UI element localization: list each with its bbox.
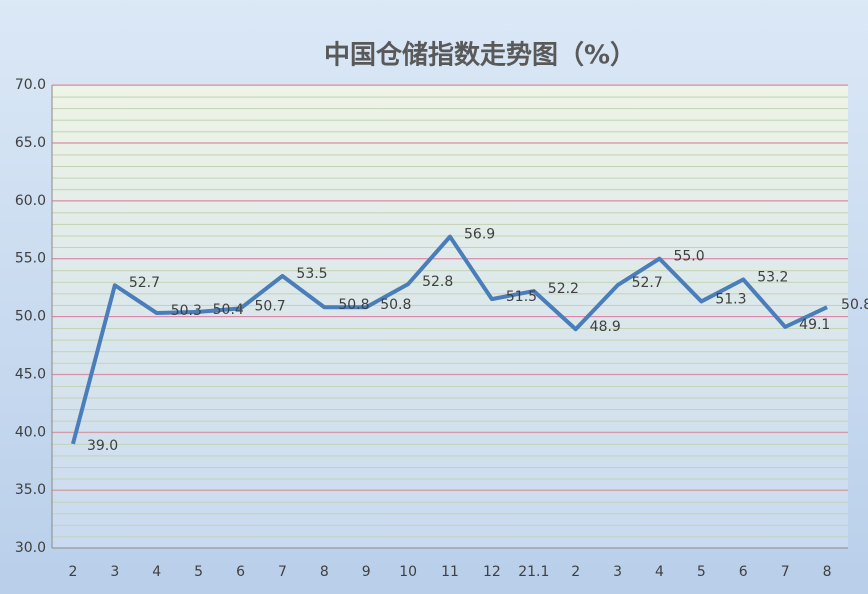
data-label: 52.8 xyxy=(422,274,453,290)
data-label: 56.9 xyxy=(464,227,495,243)
data-label: 50.4 xyxy=(213,302,244,318)
data-label: 52.7 xyxy=(632,275,663,291)
x-tick-label: 2 xyxy=(571,564,580,580)
chart-title: 中国仓储指数走势图（%） xyxy=(324,40,636,71)
data-label: 50.8 xyxy=(380,297,411,313)
x-tick-label: 12 xyxy=(483,564,501,580)
data-label: 55.0 xyxy=(673,249,704,265)
x-tick-label: 11 xyxy=(441,564,459,580)
x-tick-label: 6 xyxy=(739,564,748,580)
x-tick-label: 2 xyxy=(68,564,77,580)
data-label: 53.2 xyxy=(757,269,788,285)
x-tick-label: 6 xyxy=(236,564,245,580)
data-label: 51.5 xyxy=(506,289,537,305)
data-label: 48.9 xyxy=(590,319,621,335)
x-tick-label: 7 xyxy=(278,564,287,580)
data-line xyxy=(71,234,828,445)
y-tick-label: 50.0 xyxy=(15,309,46,325)
y-tick-label: 40.0 xyxy=(15,424,46,440)
data-label: 50.3 xyxy=(171,303,202,319)
data-label: 50.8 xyxy=(338,297,369,313)
x-tick-label: 5 xyxy=(194,564,203,580)
x-tick-label: 5 xyxy=(697,564,706,580)
x-tick-label: 4 xyxy=(655,564,664,580)
y-tick-label: 35.0 xyxy=(15,482,46,498)
data-label: 51.3 xyxy=(715,291,746,307)
y-tick-label: 60.0 xyxy=(15,193,46,209)
data-label: 53.5 xyxy=(296,266,327,282)
data-label: 52.7 xyxy=(129,275,160,291)
x-tick-label: 21.1 xyxy=(518,564,549,580)
data-label: 50.7 xyxy=(255,298,286,314)
data-label: 39.0 xyxy=(87,438,118,454)
x-tick-label: 3 xyxy=(110,564,119,580)
x-tick-label: 8 xyxy=(823,564,832,580)
x-tick-label: 9 xyxy=(362,564,371,580)
y-tick-label: 55.0 xyxy=(15,251,46,267)
x-tick-label: 7 xyxy=(781,564,790,580)
data-label: 49.1 xyxy=(799,317,830,333)
x-tick-label: 10 xyxy=(399,564,417,580)
y-tick-label: 70.0 xyxy=(15,77,46,93)
y-tick-label: 45.0 xyxy=(15,366,46,382)
data-label: 50.8 xyxy=(841,297,868,313)
x-tick-label: 4 xyxy=(152,564,161,580)
data-label: 52.2 xyxy=(548,281,579,297)
y-tick-label: 30.0 xyxy=(15,540,46,556)
x-tick-label: 8 xyxy=(320,564,329,580)
x-tick-label: 3 xyxy=(613,564,622,580)
y-tick-label: 65.0 xyxy=(15,135,46,151)
